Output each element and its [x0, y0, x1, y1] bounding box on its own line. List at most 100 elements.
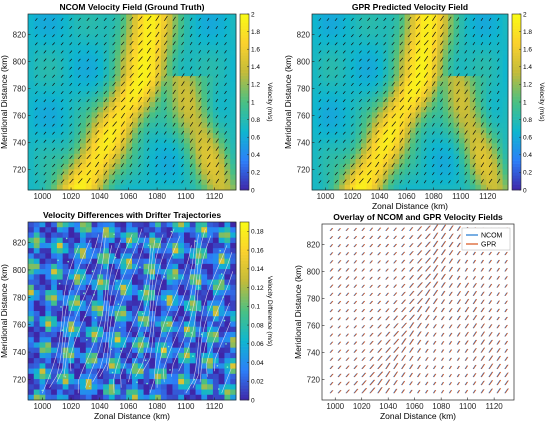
heatmap-cell [51, 305, 58, 312]
heatmap-cell [114, 81, 121, 87]
heatmap-cell [184, 394, 191, 401]
heatmap-cell [45, 258, 52, 265]
heatmap-cell [166, 158, 173, 165]
velocity-arrow [496, 42, 500, 46]
heatmap-cell [114, 379, 121, 385]
heatmap-cell [149, 316, 156, 322]
heatmap-cell [160, 242, 168, 249]
heatmap-cell [45, 253, 52, 260]
heatmap-cell [137, 373, 144, 380]
velocity-arrow [189, 163, 193, 168]
heatmap-cell [195, 19, 202, 25]
velocity-arrow [189, 105, 194, 111]
velocity-arrow [164, 156, 167, 160]
velocity-arrow [95, 137, 100, 143]
heatmap-cell [491, 107, 498, 113]
heatmap-cell [344, 91, 351, 98]
heatmap-cell [207, 148, 214, 155]
velocity-arrow [86, 170, 92, 176]
heatmap-cell [333, 133, 340, 139]
heatmap-cell [189, 65, 196, 72]
velocity-arrow [60, 17, 64, 22]
heatmap-cell [80, 138, 87, 144]
heatmap-cell [184, 274, 191, 280]
velocity-arrow [43, 18, 47, 22]
heatmap-cell [224, 352, 231, 359]
heatmap-cell [328, 138, 335, 144]
velocity-arrow [456, 17, 460, 21]
velocity-arrow [155, 180, 158, 184]
velocity-arrow [440, 131, 443, 135]
velocity-arrow [164, 32, 168, 38]
heatmap-cell [502, 143, 509, 149]
heatmap-cell [172, 169, 179, 175]
heatmap-cell [33, 274, 40, 280]
heatmap-cell [56, 248, 64, 254]
heatmap-cell [201, 55, 208, 61]
heatmap-cell [137, 19, 144, 25]
heatmap-cell [218, 232, 225, 239]
heatmap-cell [491, 96, 498, 103]
heatmap-cell [132, 269, 139, 275]
velocity-arrow [383, 50, 387, 54]
heatmap-cell [132, 258, 139, 265]
velocity-arrow [407, 56, 412, 62]
heatmap-cell [149, 248, 156, 254]
velocity-arrow [367, 50, 370, 54]
heatmap-cell [339, 60, 346, 67]
heatmap-cell [108, 269, 116, 275]
heatmap-cell [155, 237, 162, 244]
heatmap-cell [189, 368, 196, 375]
heatmap-cell [51, 342, 58, 349]
drifter-point [110, 348, 112, 351]
heatmap-cell [166, 169, 173, 175]
velocity-arrow [155, 164, 158, 168]
heatmap-cell [39, 138, 46, 144]
heatmap-cell [85, 342, 92, 349]
velocity-arrow [480, 17, 484, 21]
velocity-arrow [120, 97, 126, 103]
velocity-arrow [181, 17, 185, 21]
heatmap-cell [355, 107, 362, 113]
heatmap-cell [172, 248, 179, 254]
heatmap-cell [80, 337, 87, 343]
heatmap-cell [56, 384, 64, 390]
velocity-arrow [164, 139, 167, 143]
velocity-arrow [415, 16, 421, 22]
y-tick-label: 780 [297, 84, 311, 93]
heatmap-cell [464, 14, 471, 20]
velocity-arrow [120, 171, 124, 176]
heatmap-cell [350, 112, 356, 118]
heatmap-cell [448, 184, 454, 191]
velocity-arrow [189, 89, 194, 95]
heatmap-cell [189, 76, 196, 82]
heatmap-cell [108, 143, 116, 149]
heatmap-cell [399, 65, 405, 72]
heatmap-cell [74, 242, 81, 249]
heatmap-cell [448, 153, 454, 160]
heatmap-cell [97, 107, 104, 113]
velocity-arrow [342, 42, 346, 46]
velocity-arrow [464, 138, 468, 143]
heatmap-cell [166, 179, 173, 186]
heatmap-cell [143, 86, 150, 93]
heatmap-cell [491, 14, 498, 20]
heatmap-cell [322, 70, 329, 77]
velocity-arrow [198, 138, 202, 143]
heatmap-cell [491, 138, 498, 144]
heatmap-cell [355, 81, 362, 87]
heatmap-cell [333, 55, 340, 61]
heatmap-cell [155, 368, 162, 375]
heatmap-cell [388, 70, 395, 77]
heatmap-cell [224, 102, 231, 108]
drifter-point [144, 359, 147, 362]
heatmap-cell [160, 279, 168, 286]
heatmap-cell [415, 107, 422, 113]
heatmap-cell [45, 300, 52, 307]
heatmap-cell [91, 274, 98, 280]
heatmap-cell [224, 112, 231, 118]
heatmap-cell [155, 91, 162, 98]
heatmap-cell [371, 45, 378, 51]
velocity-arrow [198, 50, 201, 54]
velocity-arrow [34, 82, 38, 87]
